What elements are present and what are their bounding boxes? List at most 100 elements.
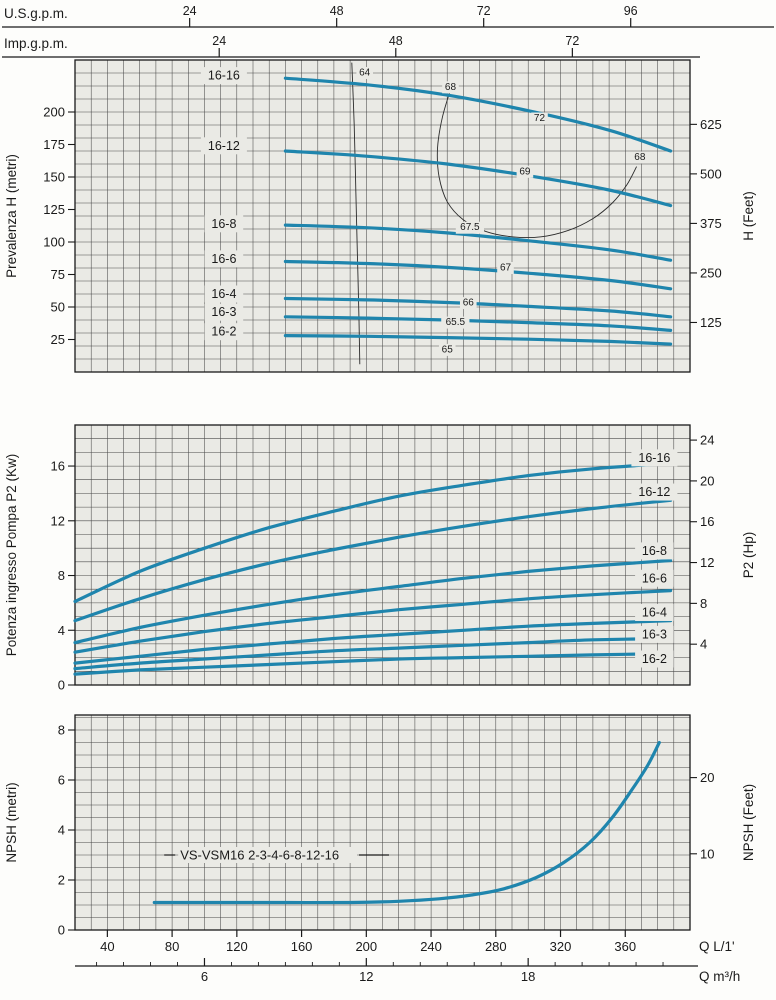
y-tick-label-left: 8 [58,723,65,738]
us-gpm-tick-label: 72 [477,4,491,18]
lpm-tick-label: 120 [226,939,248,954]
curve-label-box [635,542,674,560]
curve-label-16-8: 16-8 [642,544,667,558]
efficiency-label-68: 68 [445,82,457,93]
y-tick-label-left: 25 [51,332,65,347]
axis-title-head-right: H (Feet) [741,191,756,241]
axis-title-npsh-right: NPSH (Feet) [741,784,756,861]
y-tick-label-right: 16 [700,514,714,529]
y-tick-label-left: 2 [58,873,65,888]
efficiency-contour-64 [351,62,361,365]
curve-16-2 [73,651,673,676]
curve-label-16-4: 16-4 [642,605,667,619]
efficiency-label-box [497,262,514,274]
y-tick-label-left: 75 [51,267,65,282]
y-tick-label-right: 20 [700,770,714,785]
annotation-box [178,847,357,863]
curve-label-box [200,137,247,155]
curve-label-16-2: 16-2 [642,652,667,666]
m3h-tick-label: 12 [359,969,373,984]
curve-label-box [200,67,247,85]
axis-title-power-right: P2 (Hp) [741,532,756,579]
efficiency-label-box [442,81,459,94]
curve-16-4 [283,296,673,319]
y-tick-label-left: 100 [43,235,65,250]
plot-border-power [74,424,691,686]
curve-16-6 [73,589,673,654]
y-tick-label-left: 125 [43,202,65,217]
curve-label-16-2: 16-2 [211,325,236,339]
efficiency-label-67: 67 [500,263,512,274]
m3h-axis-label: Q m³/h [699,969,740,984]
y-tick-label-left: 0 [58,923,65,938]
efficiency-label-box [441,316,470,329]
efficiency-label-64: 64 [359,68,371,79]
us-gpm-tick-label: 96 [624,4,638,18]
curve-16-16 [73,461,673,604]
y-tick-label-right: 24 [700,433,714,448]
curve-label-box [631,449,678,467]
lpm-tick-label: 160 [291,939,313,954]
axis-title-power-left: Potenza ingresso Pompa P2 (Kw) [4,454,19,657]
plot-border-head [74,59,691,373]
curve-16-8 [283,223,673,262]
curve-16-3 [73,636,673,671]
y-tick-label-left: 150 [43,170,65,185]
axis-title-npsh-left: NPSH (metri) [4,782,19,862]
curve-label-box [635,569,674,587]
us-gpm-axis-label: U.S.g.p.m. [4,6,68,21]
y-tick-label-right: 20 [700,473,714,488]
lpm-tick-label: 80 [165,939,179,954]
imp-gpm-tick-label: 24 [212,34,226,48]
y-tick-label-left: 200 [43,105,65,120]
curve-16-12 [283,149,673,208]
curve-16-8 [73,558,673,645]
efficiency-label-67.5: 67.5 [460,222,480,233]
lpm-tick-label: 200 [355,939,377,954]
efficiency-label-box [356,67,373,79]
efficiency-label-box [631,151,649,164]
curve-16-2 [283,334,673,346]
curve-label-16-6: 16-6 [642,571,667,585]
lpm-tick-label: 320 [550,939,572,954]
y-tick-label-right: 125 [700,315,722,330]
y-tick-label-right: 4 [700,637,707,652]
curve-label-16-16: 16-16 [208,69,240,83]
curve-label-box [635,625,674,643]
lpm-tick-label: 240 [420,939,442,954]
curve-label-16-3: 16-3 [642,627,667,641]
y-tick-label-left: 50 [51,300,65,315]
curve-16-6 [283,259,673,291]
plot-border-npsh [74,714,691,931]
y-tick-label-left: 175 [43,137,65,152]
curve-label-16-12: 16-12 [638,485,670,499]
lpm-tick-label: 360 [614,939,636,954]
curve-label-box [204,215,244,233]
curve-label-16-12: 16-12 [208,139,240,153]
y-tick-label-left: 4 [58,823,65,838]
curve-label-16-8: 16-8 [211,217,236,231]
curve-label-box [635,650,674,668]
curve-NPSH [152,740,661,905]
y-tick-label-left: 6 [58,773,65,788]
efficiency-label-72: 72 [534,113,546,124]
lpm-tick-label: 40 [100,939,114,954]
curve-label-box [204,250,244,268]
y-tick-label-right: 375 [700,216,722,231]
curve-label-16-6: 16-6 [211,252,236,266]
lpm-tick-label: 280 [485,939,507,954]
efficiency-label-66: 66 [463,298,475,309]
m3h-tick-label: 6 [201,969,208,984]
y-tick-label-right: 625 [700,117,722,132]
curve-label-16-3: 16-3 [211,305,236,319]
y-tick-label-right: 12 [700,555,714,570]
efficiency-label-65.5: 65.5 [446,317,466,328]
curve-label-box [204,323,244,341]
efficiency-label-box [438,343,456,356]
efficiency-label-box [531,112,548,125]
y-tick-label-left: 16 [51,459,65,474]
curve-label-box [635,603,674,621]
npsh-model-annotation: VS-VSM16 2-3-4-6-8-12-16 [180,848,339,863]
curve-16-12 [73,498,673,623]
